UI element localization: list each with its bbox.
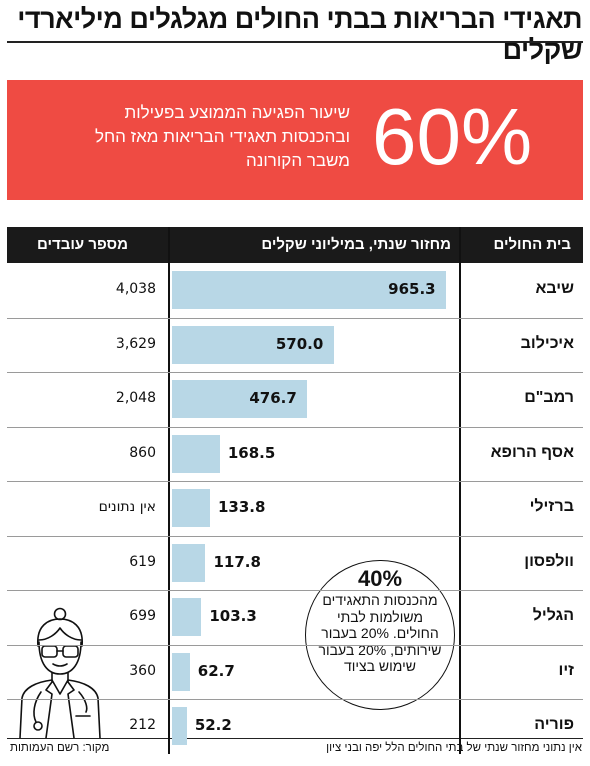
revenue-bar — [172, 271, 447, 310]
hospital-name: שיבא — [535, 280, 574, 298]
employee-count: 860 — [129, 444, 156, 461]
row-divider — [7, 317, 583, 319]
table-header: בית החולים מחזור שנתי, במיליוני שקלים מס… — [7, 227, 583, 263]
hospital-name: וולפסון — [524, 552, 574, 570]
revenue-value-label: 965.3 — [388, 280, 436, 299]
employee-count: 4,038 — [115, 281, 156, 298]
row-divider — [7, 481, 583, 482]
row-divider — [7, 644, 583, 646]
doctor-illustration-icon — [19, 607, 101, 738]
row-divider — [7, 426, 583, 428]
employee-count: 619 — [129, 553, 156, 570]
revenue-value-label: 103.3 — [209, 607, 257, 626]
hospital-name: הגליל — [532, 607, 574, 625]
column-divider-revenue — [168, 227, 170, 754]
revenue-value-label: 52.2 — [194, 716, 232, 735]
column-divider-hospital — [459, 227, 461, 754]
hospital-name: רמב"ם — [524, 389, 574, 407]
revenue-bar — [172, 598, 202, 637]
revenue-bar — [172, 434, 220, 473]
employee-count: 2,048 — [115, 390, 156, 407]
footer-divider — [7, 738, 583, 739]
employee-count: אין נתונים — [98, 499, 156, 516]
row-divider — [7, 590, 583, 591]
revenue-bar — [172, 489, 210, 528]
title-divider — [7, 41, 583, 43]
row-divider — [7, 699, 583, 700]
revenue-bar — [172, 543, 206, 582]
revenue-value-label: 168.5 — [227, 443, 276, 462]
hospital-name: זיו — [558, 661, 575, 679]
page-title: תאגידי הבריאות בבתי החולים מגלגלים מיליא… — [17, 4, 582, 65]
callout-percent: 40% — [357, 566, 403, 591]
revenue-bar — [172, 380, 308, 419]
header-hospital: בית החולים — [493, 236, 571, 253]
callout-text: מהכנסות התאגידים משולמות לבתי החולים. 20… — [318, 592, 442, 674]
header-employees: מספר עובדים — [37, 236, 128, 253]
revenue-value-label: 476.7 — [249, 389, 297, 408]
employee-count: 699 — [129, 608, 156, 625]
row-divider — [7, 372, 583, 373]
revenue-value-label: 62.7 — [197, 661, 235, 680]
hospital-name: ברזילי — [529, 498, 574, 516]
employee-count: 212 — [129, 717, 156, 734]
row-divider — [7, 535, 583, 537]
revenue-value-label: 117.8 — [213, 552, 261, 571]
footnote: אין נתוני מחזור שנתי של בתי החולים הלל י… — [326, 742, 582, 754]
hospital-name: איכילוב — [520, 334, 574, 352]
revenue-value-label: 570.0 — [275, 334, 324, 353]
hospital-name: אסף הרופא — [490, 443, 574, 461]
employee-count: 3,629 — [115, 335, 156, 352]
revenue-bar — [172, 707, 187, 746]
banner-text: שיעור הפגיעה הממוצע בפעילות ובהכנסות תאג… — [94, 103, 350, 170]
revenue-bar — [172, 652, 190, 691]
banner-percent: 60% — [372, 92, 533, 181]
employee-count: 360 — [129, 662, 156, 679]
revenue-value-label: 133.8 — [217, 498, 266, 517]
header-revenue: מחזור שנתי, במיליוני שקלים — [261, 236, 451, 253]
hospital-name: פוריה — [534, 716, 574, 734]
highlight-banner — [7, 80, 583, 200]
source-credit: מקור: רשם העמותות — [10, 742, 110, 754]
revenue-bar — [172, 325, 334, 364]
callout-circle — [305, 560, 455, 710]
